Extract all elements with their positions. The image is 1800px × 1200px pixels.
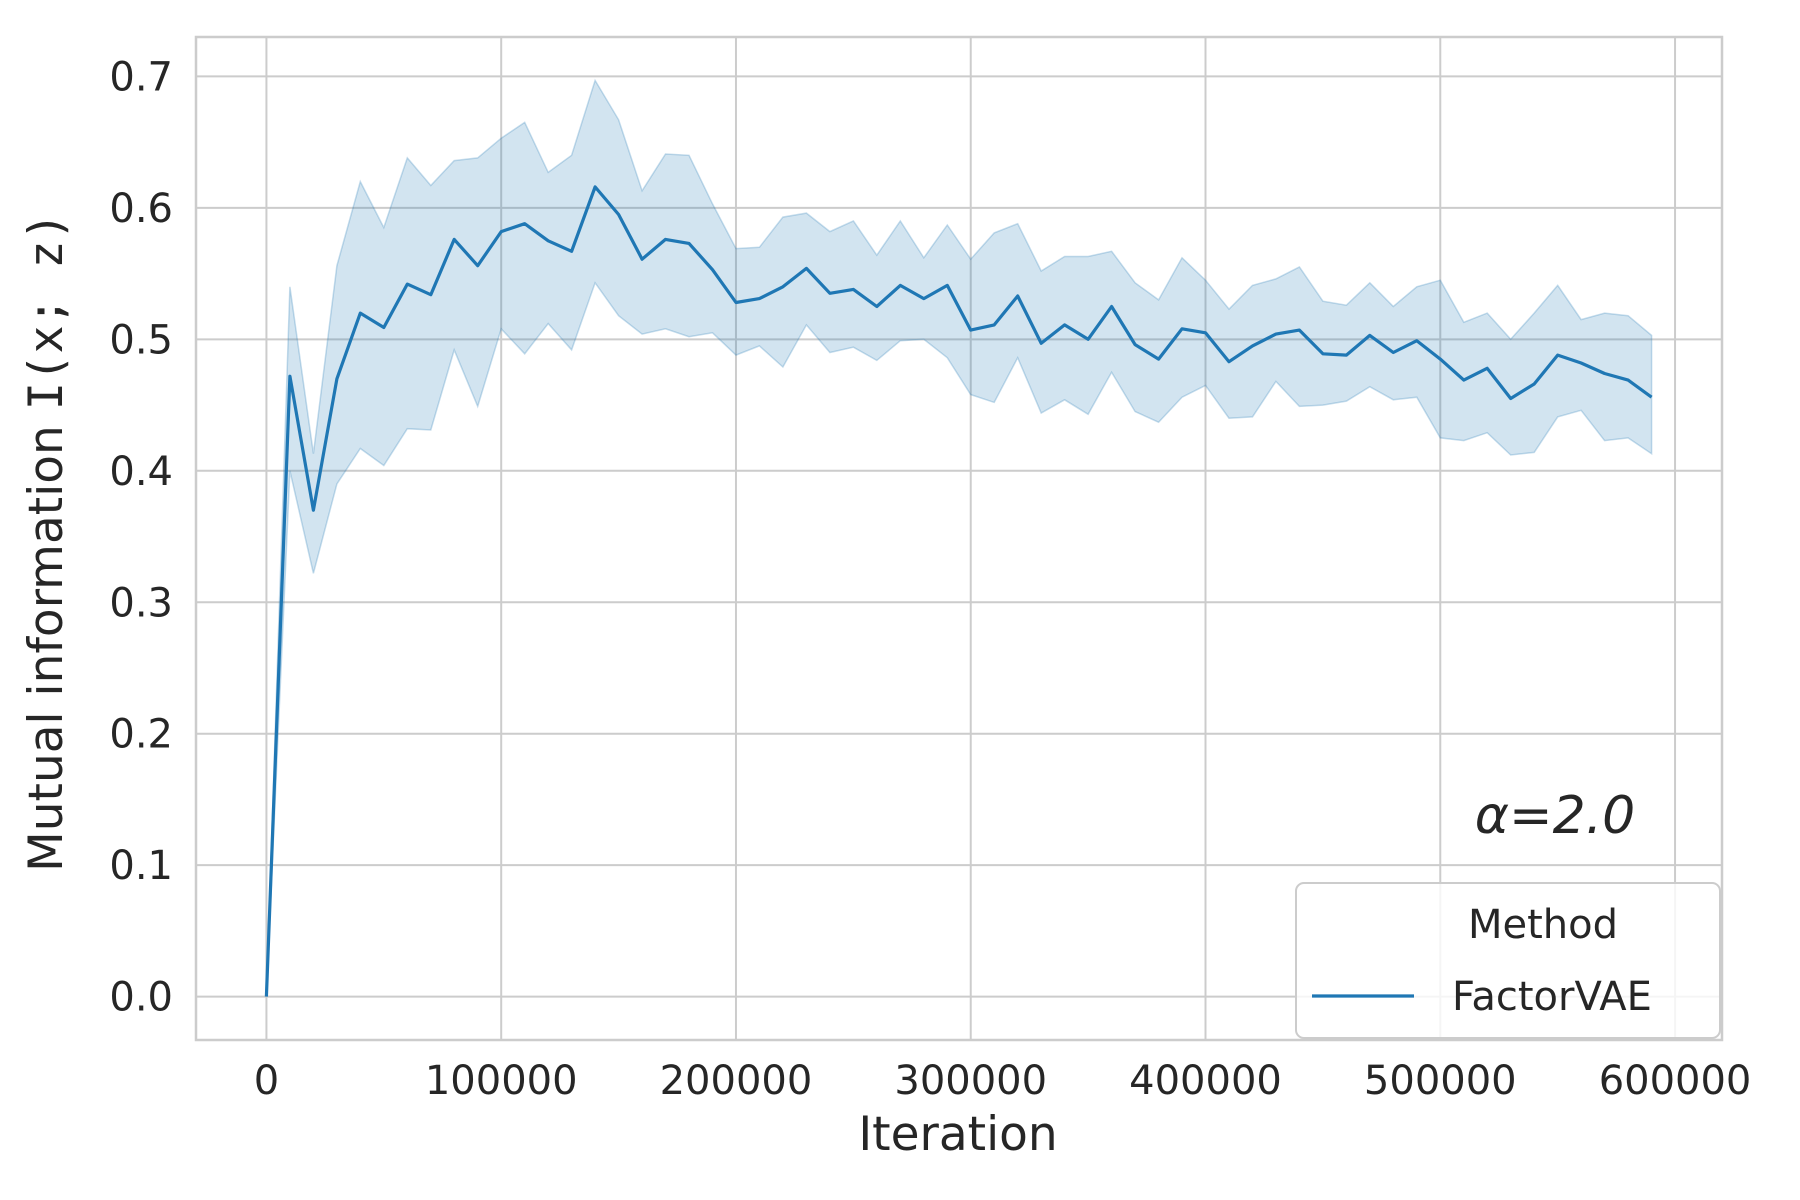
legend: Method FactorVAE bbox=[1295, 882, 1721, 1039]
legend-entry-factorvae: FactorVAE bbox=[1452, 974, 1652, 1020]
y-tick-label: 0.7 bbox=[109, 54, 173, 100]
y-tick-label: 0.2 bbox=[109, 712, 173, 758]
x-tick-label: 400000 bbox=[1129, 1058, 1282, 1104]
y-tick-label: 0.6 bbox=[109, 186, 173, 232]
legend-box bbox=[1295, 882, 1721, 1039]
x-tick-label: 0 bbox=[254, 1058, 279, 1104]
x-tick-label: 300000 bbox=[894, 1058, 1047, 1104]
x-tick-label: 100000 bbox=[425, 1058, 578, 1104]
y-tick-label: 0.0 bbox=[109, 975, 173, 1021]
y-tick-label: 0.4 bbox=[109, 449, 173, 495]
y-axis-label-math: I(x; z) bbox=[19, 212, 74, 410]
confidence-band bbox=[265, 78, 1653, 997]
y-tick-label: 0.5 bbox=[109, 317, 173, 363]
y-axis-label-main: Mutual information bbox=[19, 410, 74, 872]
y-axis-label: Mutual information I(x; z) bbox=[19, 212, 74, 872]
alpha-annotation: α=2.0 bbox=[1475, 786, 1636, 846]
legend-title: Method bbox=[1468, 902, 1618, 948]
x-tick-labels: 0 100000 200000 300000 400000 500000 600000 bbox=[254, 1058, 1752, 1104]
x-tick-label: 500000 bbox=[1364, 1058, 1517, 1104]
x-tick-label: 200000 bbox=[660, 1058, 813, 1104]
series-line-factorvae bbox=[264, 185, 1653, 997]
y-tick-label: 0.3 bbox=[109, 580, 173, 626]
x-tick-label: 600000 bbox=[1599, 1058, 1752, 1104]
y-tick-labels: 0.0 0.1 0.2 0.3 0.4 0.5 0.6 0.7 bbox=[109, 54, 173, 1020]
x-axis-label: Iteration bbox=[858, 1107, 1057, 1162]
plot-frame bbox=[194, 35, 1724, 1042]
grid bbox=[196, 37, 1722, 1040]
y-tick-label: 0.1 bbox=[109, 843, 173, 889]
